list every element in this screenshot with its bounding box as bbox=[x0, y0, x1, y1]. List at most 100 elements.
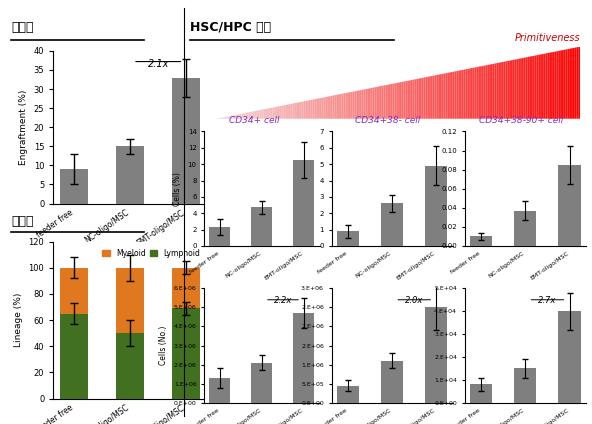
Text: 2.1x: 2.1x bbox=[147, 59, 169, 69]
Polygon shape bbox=[362, 89, 363, 119]
Bar bbox=[558, 311, 581, 403]
Polygon shape bbox=[298, 102, 300, 119]
Polygon shape bbox=[351, 92, 353, 119]
Polygon shape bbox=[313, 99, 314, 119]
Polygon shape bbox=[245, 113, 247, 119]
Polygon shape bbox=[236, 114, 238, 119]
Bar bbox=[172, 268, 200, 308]
Polygon shape bbox=[407, 81, 409, 119]
Polygon shape bbox=[262, 109, 263, 119]
Polygon shape bbox=[302, 101, 304, 119]
Polygon shape bbox=[406, 81, 407, 119]
Polygon shape bbox=[223, 117, 225, 119]
Bar bbox=[294, 313, 314, 403]
Bar bbox=[558, 165, 581, 246]
Polygon shape bbox=[475, 67, 477, 119]
Polygon shape bbox=[458, 70, 460, 119]
Polygon shape bbox=[485, 65, 487, 119]
Text: CD34+38-90+ cell: CD34+38-90+ cell bbox=[479, 116, 563, 126]
Polygon shape bbox=[292, 103, 294, 119]
Polygon shape bbox=[536, 55, 538, 119]
Polygon shape bbox=[378, 86, 380, 119]
Polygon shape bbox=[220, 117, 221, 119]
Polygon shape bbox=[464, 70, 465, 119]
Polygon shape bbox=[553, 52, 555, 119]
Polygon shape bbox=[305, 101, 307, 119]
Polygon shape bbox=[345, 93, 347, 119]
Polygon shape bbox=[433, 75, 435, 119]
Text: 2.0x: 2.0x bbox=[405, 296, 423, 305]
Polygon shape bbox=[249, 112, 250, 119]
Polygon shape bbox=[343, 93, 345, 119]
Polygon shape bbox=[221, 117, 223, 119]
Polygon shape bbox=[326, 97, 327, 119]
Polygon shape bbox=[334, 95, 336, 119]
Bar bbox=[470, 385, 493, 403]
Polygon shape bbox=[316, 98, 318, 119]
Bar bbox=[294, 160, 314, 246]
Text: Primitiveness: Primitiveness bbox=[514, 33, 580, 43]
Polygon shape bbox=[567, 49, 570, 119]
Polygon shape bbox=[296, 103, 298, 119]
Polygon shape bbox=[331, 96, 333, 119]
Polygon shape bbox=[227, 116, 229, 119]
Polygon shape bbox=[558, 50, 560, 119]
Polygon shape bbox=[289, 104, 291, 119]
Polygon shape bbox=[443, 73, 445, 119]
Polygon shape bbox=[414, 79, 416, 119]
Polygon shape bbox=[284, 105, 285, 119]
Polygon shape bbox=[473, 67, 475, 119]
Polygon shape bbox=[564, 50, 565, 119]
Polygon shape bbox=[355, 91, 356, 119]
Bar bbox=[60, 169, 88, 204]
Polygon shape bbox=[304, 101, 305, 119]
Polygon shape bbox=[465, 69, 467, 119]
Polygon shape bbox=[440, 74, 442, 119]
Polygon shape bbox=[409, 80, 411, 119]
Polygon shape bbox=[480, 66, 482, 119]
Y-axis label: Engraftment (%): Engraftment (%) bbox=[19, 89, 28, 165]
Bar bbox=[381, 361, 403, 403]
Polygon shape bbox=[529, 56, 531, 119]
Polygon shape bbox=[338, 94, 340, 119]
Bar bbox=[60, 268, 88, 314]
Polygon shape bbox=[531, 56, 533, 119]
Polygon shape bbox=[323, 97, 326, 119]
Polygon shape bbox=[448, 73, 449, 119]
Bar bbox=[210, 227, 230, 246]
Polygon shape bbox=[556, 51, 558, 119]
Polygon shape bbox=[562, 50, 564, 119]
Polygon shape bbox=[511, 60, 513, 119]
Polygon shape bbox=[321, 98, 323, 119]
Polygon shape bbox=[436, 75, 438, 119]
Polygon shape bbox=[267, 108, 269, 119]
Polygon shape bbox=[314, 99, 316, 119]
Polygon shape bbox=[340, 94, 342, 119]
Polygon shape bbox=[260, 110, 262, 119]
Polygon shape bbox=[438, 74, 440, 119]
Polygon shape bbox=[543, 53, 546, 119]
Bar bbox=[425, 166, 448, 246]
Polygon shape bbox=[502, 62, 504, 119]
Polygon shape bbox=[311, 100, 313, 119]
Polygon shape bbox=[385, 85, 387, 119]
Polygon shape bbox=[522, 58, 524, 119]
Polygon shape bbox=[546, 53, 548, 119]
Polygon shape bbox=[493, 64, 494, 119]
Polygon shape bbox=[429, 76, 431, 119]
Polygon shape bbox=[548, 53, 549, 119]
Polygon shape bbox=[367, 89, 369, 119]
Polygon shape bbox=[265, 109, 267, 119]
Polygon shape bbox=[555, 51, 556, 119]
Polygon shape bbox=[356, 91, 358, 119]
Polygon shape bbox=[242, 113, 243, 119]
Polygon shape bbox=[484, 65, 485, 119]
Text: 2.7x: 2.7x bbox=[538, 296, 556, 305]
Polygon shape bbox=[570, 48, 571, 119]
Polygon shape bbox=[500, 62, 502, 119]
Polygon shape bbox=[382, 86, 384, 119]
Polygon shape bbox=[398, 82, 400, 119]
Polygon shape bbox=[238, 114, 240, 119]
Polygon shape bbox=[518, 59, 520, 119]
Polygon shape bbox=[391, 84, 392, 119]
